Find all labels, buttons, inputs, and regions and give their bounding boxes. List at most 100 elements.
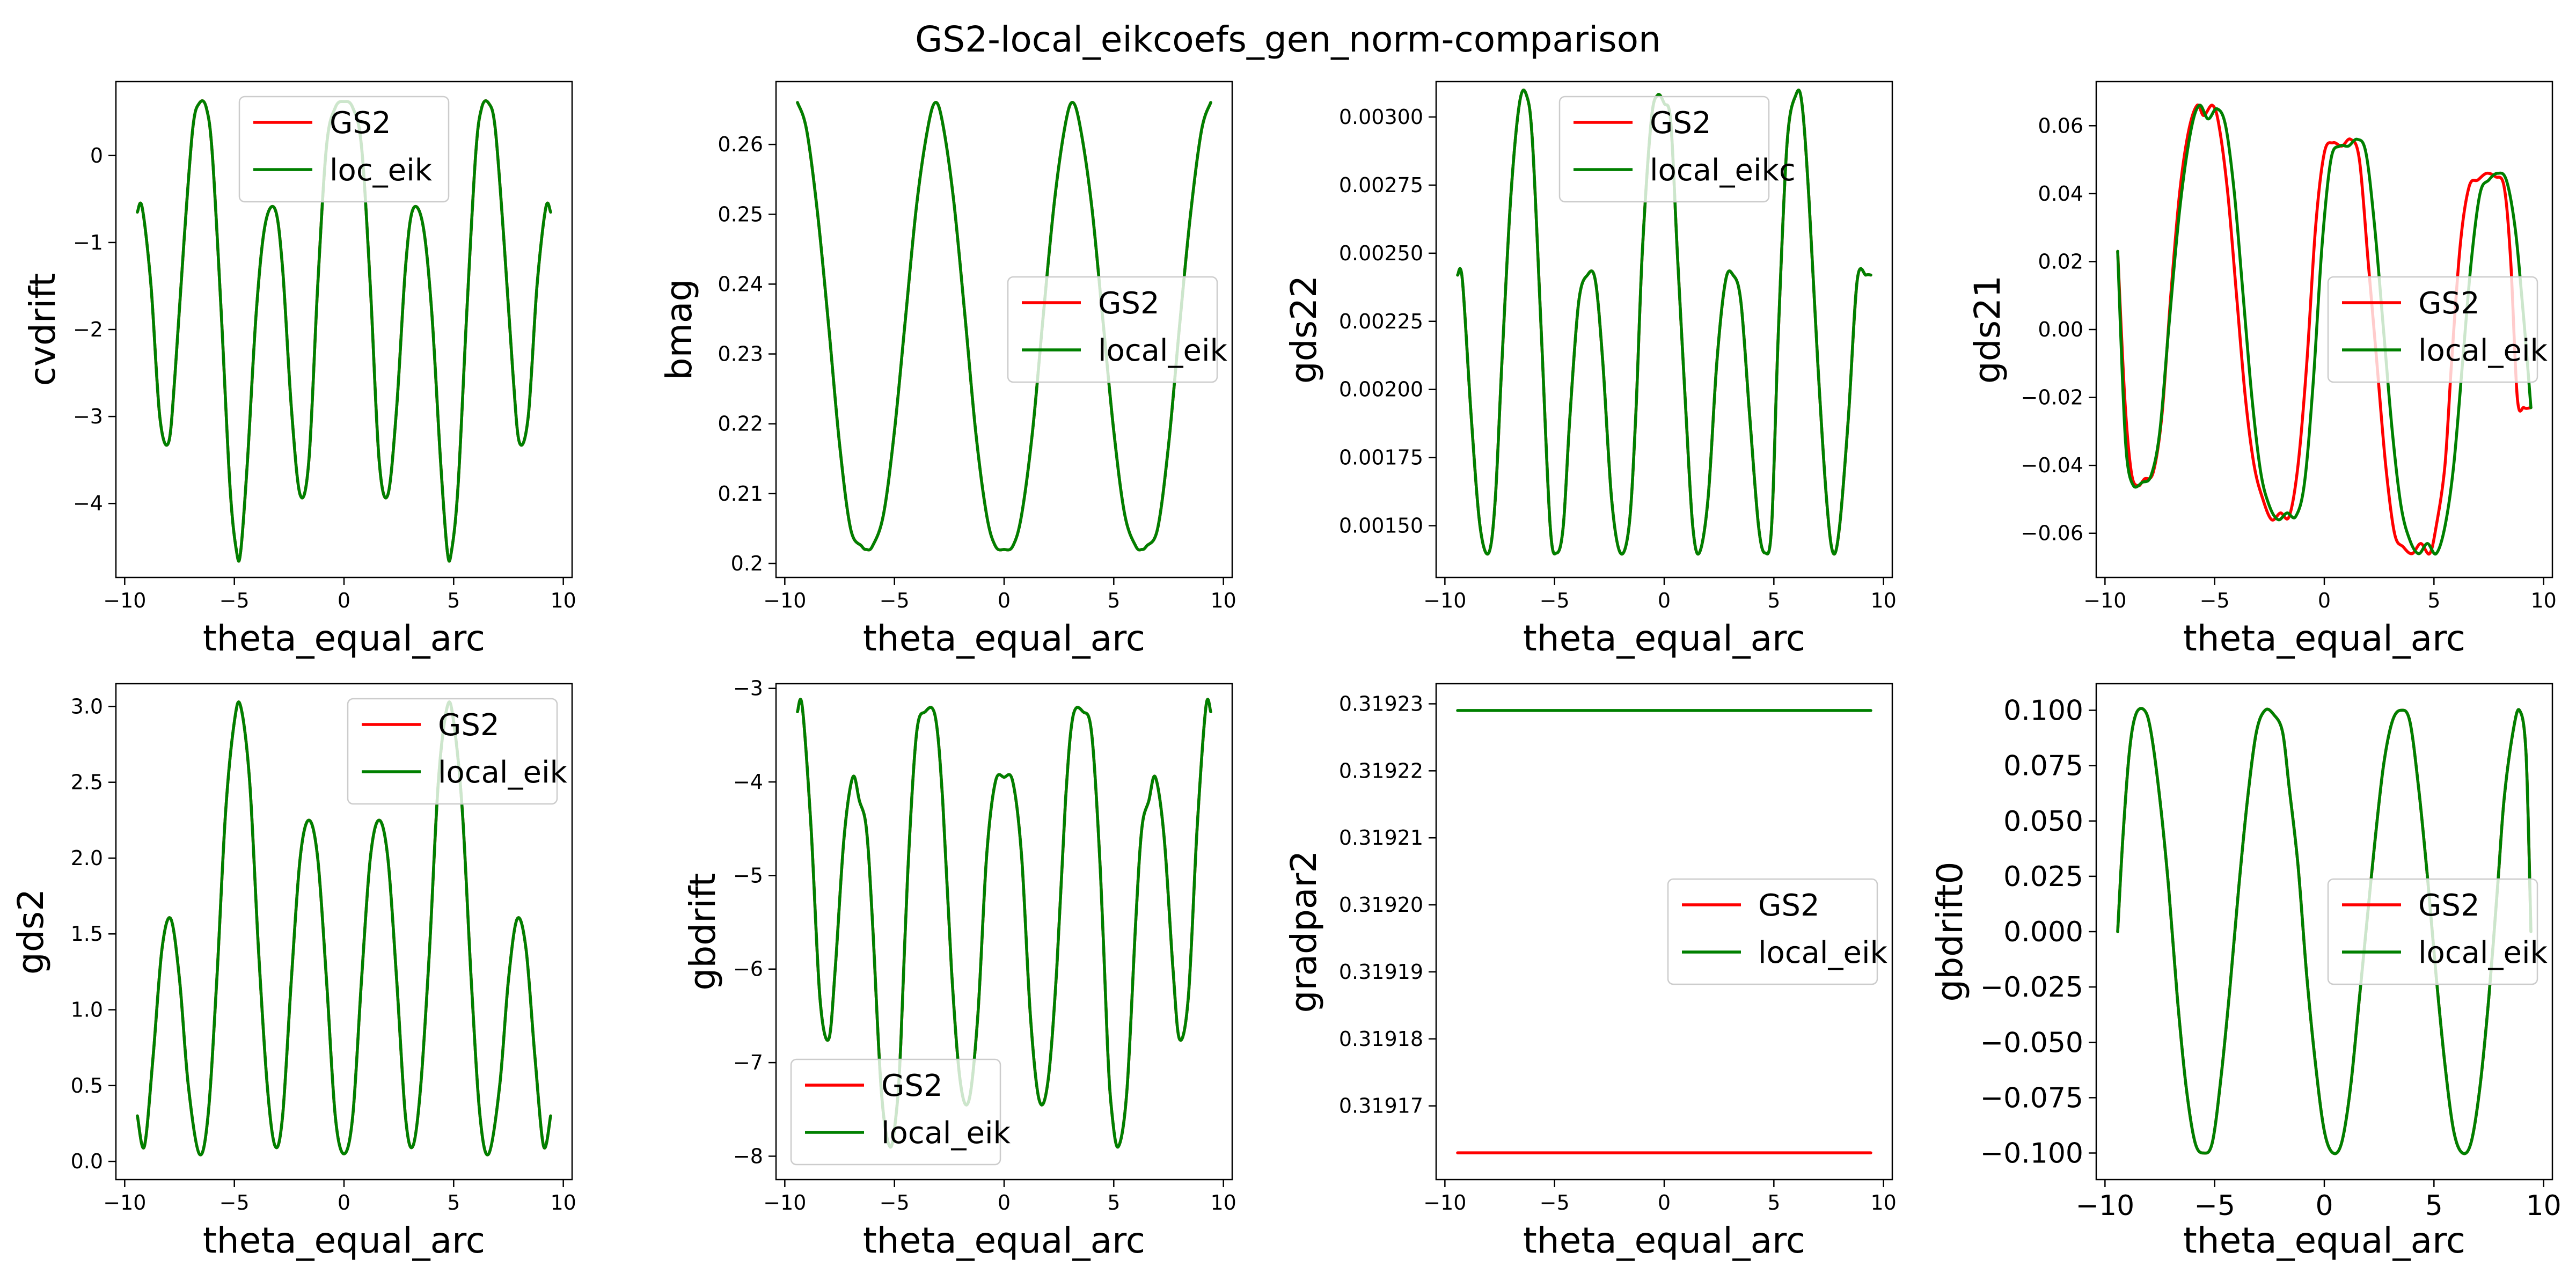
y-tick-label: 3.0 — [71, 694, 103, 718]
x-axis-label: theta_equal_arc — [2183, 1220, 2465, 1261]
y-tick-label: 0.075 — [2003, 750, 2083, 782]
legend: GS2 loc_eik — [238, 96, 450, 203]
x-tick-label: 0 — [338, 589, 350, 612]
y-tick-label: 0.04 — [2038, 182, 2083, 206]
y-tick-label: 0.02 — [2038, 250, 2083, 273]
legend-label: GS2 — [438, 708, 500, 743]
legend-label: local_eik — [2418, 935, 2548, 970]
x-tick-label: 10 — [1870, 1191, 1896, 1214]
y-tick-label: −4 — [73, 492, 103, 515]
x-tick-label: −10 — [2075, 1190, 2134, 1222]
legend-label: local_eik — [1098, 333, 1227, 368]
x-tick-label: −5 — [2200, 589, 2230, 612]
x-tick-label: −5 — [880, 1191, 910, 1214]
x-tick-label: 5 — [447, 1191, 460, 1214]
legend: GS2 local_eik — [1667, 878, 1887, 985]
y-tick-label: 0.24 — [718, 272, 763, 296]
y-tick-label: 0.21 — [718, 482, 763, 506]
x-tick-label: 0 — [1658, 1191, 1671, 1214]
x-tick-label: −5 — [1540, 589, 1570, 612]
x-tick-label: 10 — [2530, 589, 2556, 612]
y-tick-label: −0.04 — [2021, 453, 2083, 477]
legend-label: GS2 — [1758, 888, 1820, 923]
series-line-GS2 — [2116, 103, 2533, 556]
y-tick-label: 0.25 — [718, 202, 763, 226]
y-tick-label: −8 — [733, 1144, 763, 1168]
x-tick-label: 5 — [2425, 1190, 2443, 1222]
y-tick-label: 0.00225 — [1339, 310, 1423, 333]
y-axis-label: gbdrift0 — [1929, 861, 1971, 1001]
y-tick-label: 0.31917 — [1339, 1094, 1423, 1118]
subplot-bmag: −10 −5 0 5 10 0.2 0.21 0.22 0.23 0.24 0.25 0.26 thet… — [658, 80, 1236, 659]
series-line-local_eik — [2116, 707, 2533, 1155]
y-tick-label: −5 — [733, 863, 763, 887]
y-axis-label: gds22 — [1283, 275, 1324, 384]
x-tick-label: −10 — [763, 589, 806, 612]
y-tick-label: 0.31918 — [1339, 1027, 1423, 1051]
y-tick-label: 0.5 — [71, 1074, 103, 1097]
x-axis-label: theta_equal_arc — [1523, 618, 1805, 659]
x-tick-label: 0 — [1658, 589, 1671, 612]
y-axis-label: gds2 — [10, 889, 52, 975]
legend-label: GS2 — [2418, 286, 2480, 321]
y-tick-label: −0.06 — [2021, 522, 2083, 545]
y-tick-label: 0.00150 — [1339, 514, 1423, 538]
y-tick-label: 0.31923 — [1339, 692, 1423, 715]
y-tick-label: −1 — [73, 231, 103, 254]
y-tick-label: 0.31922 — [1339, 759, 1423, 782]
x-tick-label: 5 — [447, 589, 460, 612]
series-line-local_eik — [796, 101, 1212, 552]
legend: GS2 local_eik — [2327, 276, 2548, 383]
subplot-gbdrift0: −10 −5 0 5 10 −0.100 −0.075 −0.050 −0.025 0.000 0.… — [1929, 683, 2562, 1261]
x-tick-label: −5 — [219, 1191, 250, 1214]
y-tick-label: 0.0 — [71, 1150, 103, 1173]
x-axis-label: theta_equal_arc — [863, 618, 1145, 659]
y-tick-label: 0.31919 — [1339, 960, 1423, 984]
y-tick-label: 0 — [90, 144, 103, 167]
x-tick-label: −5 — [1540, 1191, 1570, 1214]
legend-label: GS2 — [881, 1069, 943, 1103]
legend-label: local_eik — [2418, 333, 2548, 368]
y-tick-label: 2.5 — [71, 771, 103, 794]
y-tick-label: −3 — [733, 677, 763, 700]
legend-label: local_eik — [881, 1116, 1011, 1151]
legend-label: local_eik — [1758, 935, 1887, 970]
plot-area — [2116, 707, 2533, 1155]
y-tick-label: 0.23 — [718, 342, 763, 366]
y-tick-label: 0.26 — [718, 133, 763, 156]
y-tick-label: 0.000 — [2003, 916, 2083, 948]
y-tick-label: 0.22 — [718, 412, 763, 436]
y-tick-label: −3 — [73, 405, 103, 428]
x-tick-label: 10 — [550, 589, 576, 612]
subplot-cvdrift: −10 −5 0 5 10−4−3−2−10theta_equal_arccvdrift… — [22, 80, 576, 659]
legend-label: local_eikc — [1650, 153, 1796, 188]
plot-area — [796, 698, 1212, 1149]
x-tick-label: 0 — [2318, 589, 2331, 612]
plot-area — [796, 101, 1212, 552]
x-tick-label: 10 — [1210, 589, 1236, 612]
y-tick-label: 0.31920 — [1339, 893, 1423, 917]
subplot-gds22: −10 −5 0 5 10 0.00150 0.00175 0.00200 0.00225 0.0… — [1283, 80, 1897, 659]
legend-label: loc_eik — [330, 153, 433, 188]
series-line-local_eik — [796, 698, 1212, 1149]
x-tick-label: 10 — [550, 1191, 576, 1214]
y-axis-label: gradpar2 — [1283, 851, 1324, 1013]
y-tick-label: −2 — [73, 318, 103, 341]
x-tick-label: −5 — [219, 589, 250, 612]
x-tick-label: 5 — [1767, 1191, 1780, 1214]
y-tick-label: 0.31921 — [1339, 826, 1423, 850]
x-tick-label: 10 — [1870, 589, 1896, 612]
y-tick-label: −6 — [733, 957, 763, 981]
x-tick-label: −5 — [2194, 1190, 2235, 1222]
y-tick-label: 0.050 — [2003, 806, 2083, 838]
x-axis-label: theta_equal_arc — [203, 1220, 485, 1261]
x-tick-label: 10 — [2526, 1190, 2562, 1222]
legend-label: local_eik — [438, 755, 567, 790]
subplot-gds21: −10 −5 0 5 10 −0.06 −0.04 −0.02 0.00 0.02 0.04 0.06… — [1967, 80, 2557, 659]
legend: GS2 local_eik — [2327, 878, 2548, 985]
x-axis-label: theta_equal_arc — [203, 618, 485, 659]
y-tick-label: 1.0 — [71, 998, 103, 1022]
x-tick-label: 0 — [338, 1191, 350, 1214]
y-tick-label: 1.5 — [71, 922, 103, 946]
